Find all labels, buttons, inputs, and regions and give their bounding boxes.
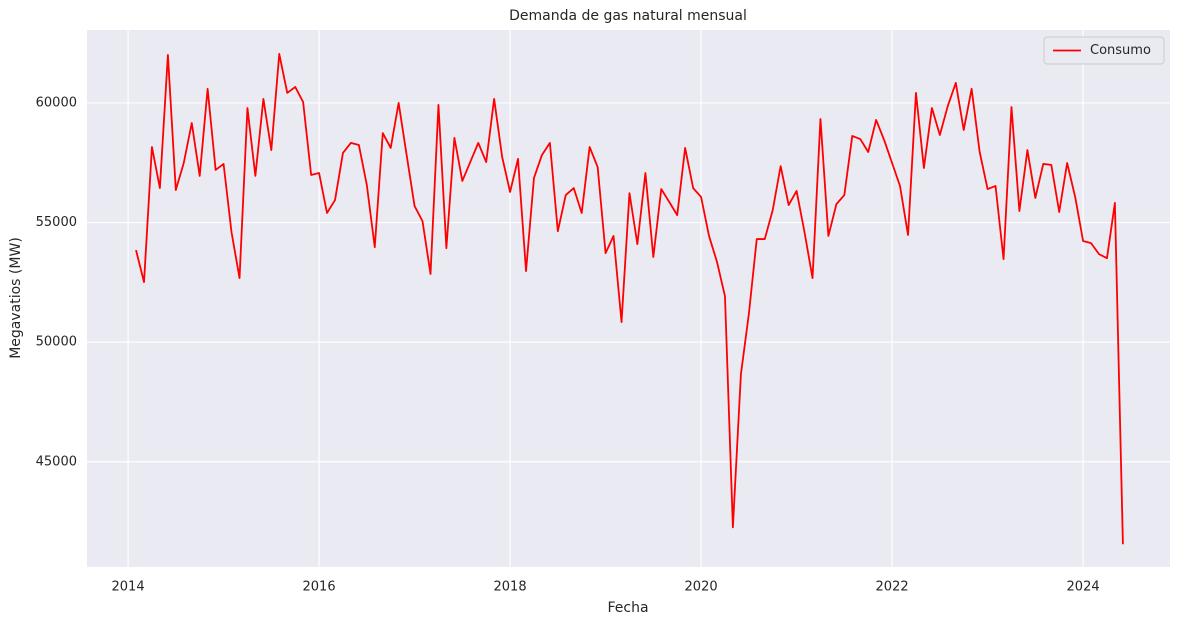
legend-label: Consumo: [1090, 43, 1151, 58]
x-tick-label: 2020: [685, 580, 718, 595]
y-axis-label: Megavatios (MW): [8, 237, 24, 359]
y-tick-label: 45000: [36, 454, 77, 469]
x-tick-label: 2018: [494, 580, 527, 595]
data-line: [135, 53, 1124, 545]
y-tick-label: 55000: [36, 215, 77, 230]
x-axis-label: Fecha: [607, 600, 648, 616]
legend-box: [1043, 36, 1165, 65]
y-tick-label: 50000: [36, 335, 77, 350]
x-tick-label: 2022: [876, 580, 909, 595]
x-tick-label: 2016: [303, 580, 336, 595]
x-tick-label: 2014: [112, 580, 145, 595]
chart-title: Demanda de gas natural mensual: [509, 8, 747, 24]
x-tick-label: 2024: [1067, 580, 1100, 595]
y-tick-label: 60000: [36, 95, 77, 110]
plot-area: [87, 30, 1170, 567]
